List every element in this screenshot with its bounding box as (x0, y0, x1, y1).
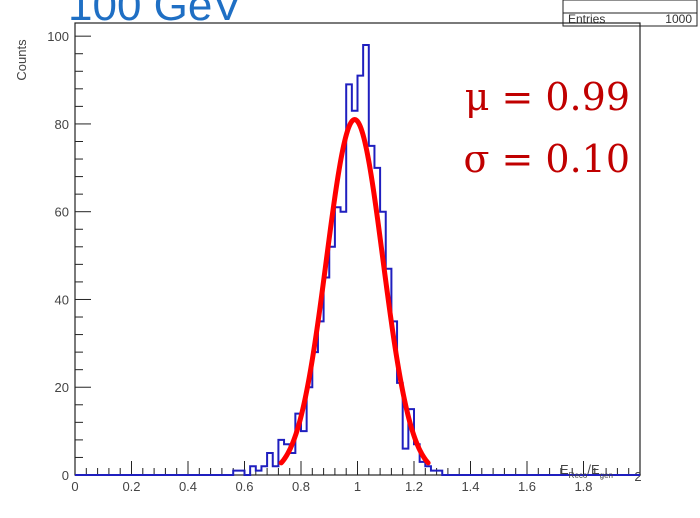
x-tick-label: 0.6 (235, 479, 253, 494)
x-tick-label: 1.4 (461, 479, 479, 494)
fit-sigma-annotation: σ = 0.10 (463, 137, 630, 181)
y-axis: 0 20 40 60 80 100 (47, 29, 91, 483)
histogram-bin (301, 431, 307, 475)
gaussian-fit-curve (278, 116, 431, 466)
x-tick-label: 2 (634, 469, 641, 484)
x-tick-label: 1.6 (518, 479, 536, 494)
x-tick-label: 0.8 (292, 479, 310, 494)
histogram-bin (341, 212, 347, 475)
histogram-outline (75, 43, 640, 476)
y-tick-label: 60 (55, 205, 69, 220)
fit-mean-annotation: μ = 0.99 (465, 75, 630, 119)
y-axis-title: Counts (14, 39, 29, 81)
histogram-bins (233, 45, 442, 475)
stats-entries-value: 1000 (665, 12, 692, 26)
title-fragment: 100 GeV (68, 0, 242, 30)
y-tick-label: 80 (55, 117, 69, 132)
x-tick-label: 0 (71, 479, 78, 494)
stats-entries-label: Entries (568, 12, 605, 26)
histogram-bin (329, 247, 335, 475)
x-tick-label: 0.2 (122, 479, 140, 494)
svg-text:EReco/Egen: EReco/Egen (560, 462, 613, 480)
x-tick-label: 1.8 (574, 479, 592, 494)
x-tick-label: 1 (354, 479, 361, 494)
y-tick-label: 20 (55, 380, 69, 395)
histogram-bin (273, 466, 279, 475)
stats-box: Entries 1000 (562, 0, 698, 27)
x-tick-label: 1.2 (405, 479, 423, 494)
y-tick-label: 40 (55, 292, 69, 307)
histogram-bin (403, 449, 409, 475)
x-axis: 0 0.2 0.4 0.6 0.8 1 1.2 1.4 1.6 1.8 2 (71, 461, 642, 494)
histogram-bin (352, 111, 358, 475)
y-tick-label: 0 (62, 468, 69, 483)
histogram-bin (290, 453, 296, 475)
y-tick-label: 100 (47, 29, 69, 44)
x-tick-label: 0.4 (179, 479, 197, 494)
x-axis-title: EReco/Egen (560, 462, 613, 480)
